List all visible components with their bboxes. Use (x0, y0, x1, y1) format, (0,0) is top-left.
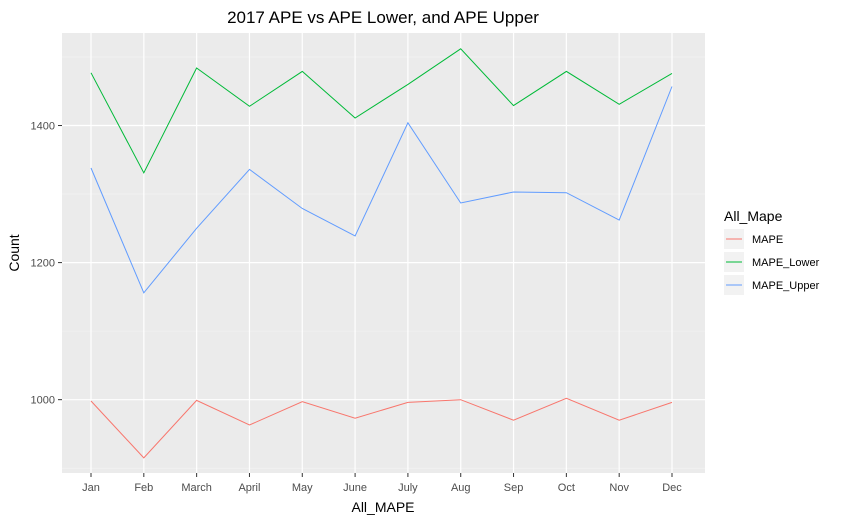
series-line-mape-upper (90, 86, 673, 294)
x-tick-label: Dec (662, 482, 682, 494)
plot-panel (62, 33, 705, 473)
series-line-mape (90, 397, 673, 459)
x-tick-label: July (398, 482, 418, 494)
x-tick-label: Oct (558, 482, 575, 494)
x-tick-label: May (292, 482, 313, 494)
x-tick-label: Sep (504, 482, 524, 494)
legend-entry: MAPE (752, 234, 783, 246)
series-lines (90, 48, 673, 459)
y-tick-label: 1400 (31, 121, 55, 133)
x-tick-label: Nov (609, 482, 629, 494)
chart-title: 2017 APE vs APE Lower, and APE Upper (227, 8, 539, 27)
series-line-mape-lower (90, 48, 673, 174)
x-tick-label: March (181, 482, 212, 494)
legend-entry: MAPE_Upper (752, 280, 820, 292)
x-tick-label: April (238, 482, 260, 494)
x-tick-label: Feb (134, 482, 153, 494)
x-tick-label: Aug (451, 482, 471, 494)
x-axis-title: All_MAPE (351, 499, 414, 515)
legend-entry: MAPE_Lower (752, 257, 820, 269)
axes: 1000 1200 1400 Jan Feb March April May June July A… (31, 121, 683, 494)
x-tick-label: June (343, 482, 367, 494)
y-axis-title: Count (6, 234, 22, 271)
legend-title: All_Mape (724, 208, 783, 224)
x-tick-label: Jan (82, 482, 100, 494)
legend: All_Mape MAPE MAPE_Lower MAPE_Upper (724, 208, 820, 295)
y-tick-label: 1000 (31, 395, 55, 407)
y-tick-label: 1200 (31, 258, 55, 270)
